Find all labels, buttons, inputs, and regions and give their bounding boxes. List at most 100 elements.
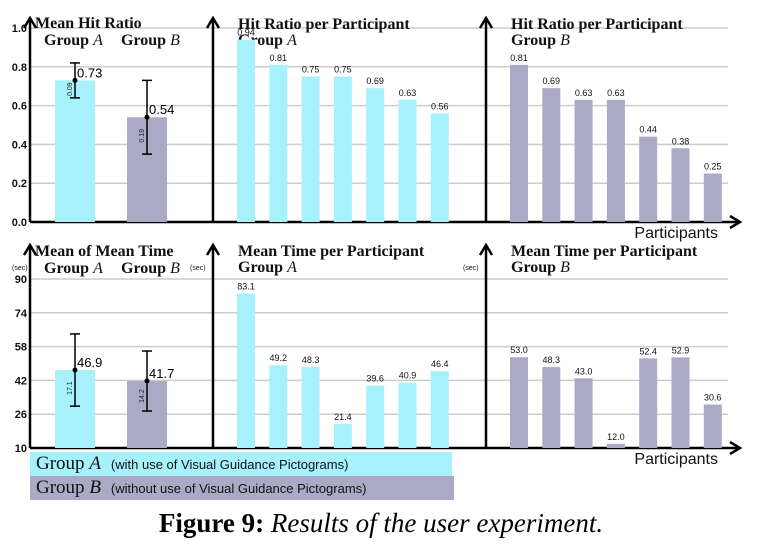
x-axis-label: Participants: [634, 225, 718, 242]
panel-subtitle: Group B: [511, 259, 570, 276]
panel-subtitle: Group B: [511, 32, 570, 49]
mean-point: [144, 114, 150, 120]
participant-bar: [269, 64, 288, 222]
sd-label: 14.2: [139, 389, 146, 403]
mean-point: [144, 378, 150, 384]
y-axis-1-1-head: [205, 242, 221, 256]
legend-group-a-desc: (with use of Visual Guidance Pictograms): [110, 456, 349, 472]
participant-bar: [398, 99, 417, 222]
participant-bar: [333, 423, 352, 448]
panel-title: Mean of Mean Time: [35, 243, 174, 260]
participant-value-label: 0.63: [399, 88, 417, 98]
legend-group-a: Group A (with use of Visual Guidance Pic…: [30, 452, 452, 476]
legend-group-b-name: Group B: [36, 477, 101, 498]
panel-subtitle: Group A: [238, 259, 297, 276]
participant-value-label: 0.44: [639, 125, 657, 135]
participant-value-label: 39.6: [366, 373, 384, 383]
mean-point: [72, 77, 78, 83]
participant-value-label: 0.38: [672, 136, 690, 146]
participant-value-label: 0.69: [543, 76, 561, 86]
y-axis-0-0-head: [22, 15, 38, 29]
y-tick-label: 10: [15, 443, 27, 455]
y-tick-label: 0.2: [12, 178, 27, 190]
legend-group-b-desc: (without use of Visual Guidance Pictogra…: [110, 480, 367, 496]
panel-title: Hit Ratio per Participant: [511, 16, 683, 33]
participant-bar: [703, 404, 722, 448]
participant-value-label: 0.75: [302, 65, 320, 75]
participant-value-label: 40.9: [399, 371, 417, 381]
participant-value-label: 12.0: [607, 432, 625, 442]
unit-label: (sec): [463, 265, 479, 272]
y-axis-0-1-head: [205, 15, 221, 29]
y-tick-label: 26: [15, 409, 27, 421]
y-tick-label: 0.8: [12, 62, 27, 74]
participant-value-label: 0.56: [431, 101, 449, 111]
mean-value-label: 41.7: [149, 366, 174, 381]
panel-title: Mean Time per Participant: [238, 243, 425, 260]
y-tick-label: 0.4: [12, 139, 28, 151]
participant-value-label: 83.1: [237, 282, 255, 292]
participant-bar: [639, 358, 658, 448]
participant-value-label: 43.0: [575, 366, 593, 376]
participant-bar: [430, 113, 449, 222]
participant-bar: [606, 443, 625, 448]
participant-value-label: 0.69: [366, 76, 384, 86]
participant-value-label: 0.63: [575, 88, 593, 98]
group-label-b: Group B: [121, 260, 180, 277]
participant-bar: [671, 357, 690, 448]
participant-value-label: 0.81: [510, 53, 528, 63]
legend-group-b: Group B (without use of Visual Guidance …: [30, 476, 454, 500]
participant-value-label: 49.2: [270, 353, 288, 363]
participant-value-label: 0.25: [704, 162, 722, 172]
participant-bar: [639, 136, 658, 222]
participant-bar: [237, 293, 255, 448]
figure-caption: Figure 9: Results of the user experiment…: [0, 508, 762, 539]
x-axis-1-head: [729, 440, 743, 456]
y-tick-label: 74: [15, 308, 28, 320]
participant-bar: [542, 367, 561, 448]
sd-label: 0.19: [139, 129, 146, 143]
participant-bar: [333, 76, 352, 222]
y-axis-1-2-head: [478, 242, 494, 256]
caption-label: Figure 9:: [158, 508, 265, 538]
participant-bar: [542, 88, 561, 222]
y-tick-label: 90: [15, 274, 27, 286]
participant-bar: [574, 378, 593, 448]
mean-value-label: 0.54: [149, 102, 174, 117]
participant-value-label: 0.63: [607, 88, 625, 98]
participant-bar: [366, 88, 385, 222]
y-tick-label: 0.6: [12, 101, 27, 113]
y-tick-label: 1.0: [12, 23, 27, 35]
group-label-a: Group A: [44, 260, 103, 277]
participant-value-label: 0.81: [270, 53, 288, 63]
participant-bar: [398, 382, 417, 448]
participant-value-label: 52.9: [672, 345, 690, 355]
participant-bar: [366, 385, 385, 448]
participant-bar: [606, 99, 625, 222]
y-tick-label: 0.0: [12, 217, 27, 229]
mean-value-label: 0.73: [77, 65, 102, 80]
participant-bar: [269, 365, 288, 448]
participant-value-label: 46.4: [431, 359, 449, 369]
participant-bar: [510, 64, 528, 222]
participant-bar: [301, 76, 320, 222]
mean-bar-a: [55, 80, 95, 222]
legend-group-a-name: Group A: [36, 453, 101, 474]
panel-title: Mean Hit Ratio: [35, 15, 142, 32]
sd-label: 0.09: [67, 82, 74, 96]
participant-value-label: 0.75: [334, 65, 352, 75]
participant-value-label: 53.0: [510, 345, 528, 355]
y-axis-0-2-head: [478, 15, 494, 29]
participant-value-label: 21.4: [334, 412, 352, 422]
participant-bar: [430, 371, 449, 448]
x-axis-0-head: [729, 214, 743, 230]
participant-bar: [574, 99, 593, 222]
unit-label: (sec): [190, 265, 206, 272]
y-tick-label: 42: [15, 375, 27, 387]
panel-title: Hit Ratio per Participant: [238, 16, 410, 33]
participant-value-label: 30.6: [704, 392, 722, 402]
mean-value-label: 46.9: [77, 355, 102, 370]
participant-value-label: 48.3: [302, 355, 320, 365]
participant-bar: [237, 39, 255, 222]
